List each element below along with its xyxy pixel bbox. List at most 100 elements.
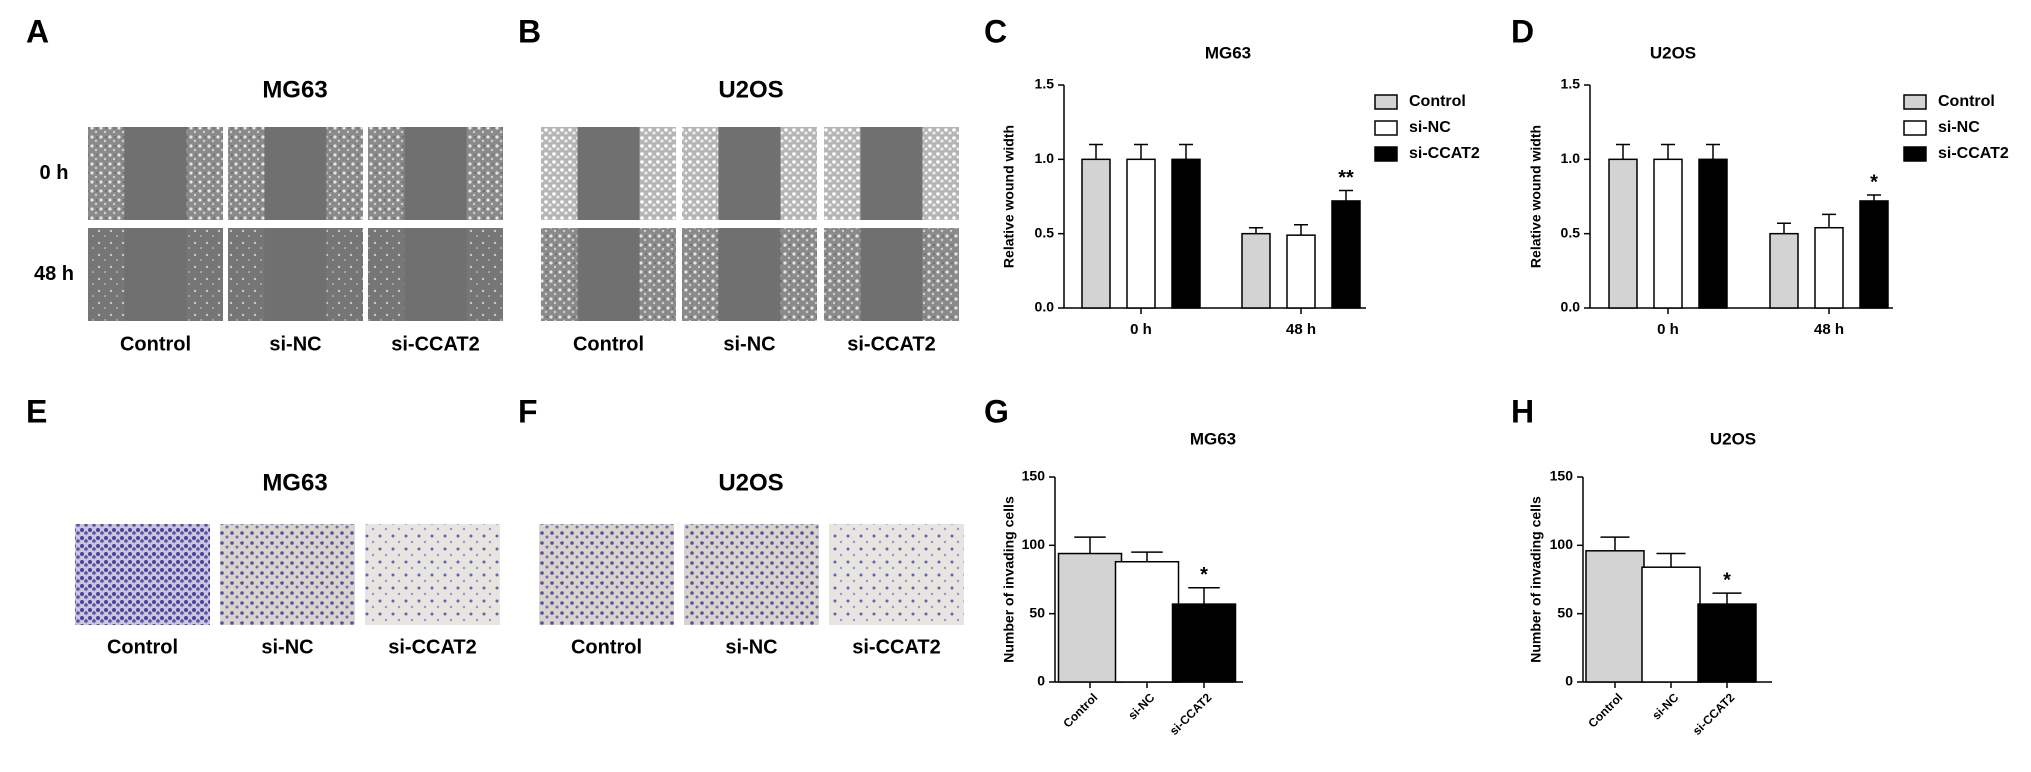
y-axis-label: Number of invading cells (1001, 496, 1017, 663)
y-tick-label: 100 (1550, 536, 1574, 552)
error-bar (1712, 592, 1742, 605)
micrograph-edge (326, 228, 363, 321)
panel-title: MG63 (262, 469, 327, 496)
error-bar (1249, 226, 1263, 234)
micrograph-edge (228, 127, 265, 220)
y-tick-label: 1.5 (1035, 76, 1055, 92)
x-tick-label: 48 h (1814, 321, 1844, 338)
legend-swatch (1903, 146, 1927, 162)
micrograph-edge (368, 228, 405, 321)
panel-letter: C (984, 13, 1007, 49)
micrograph-edge (466, 228, 503, 321)
y-tick-label: 0 (1565, 673, 1573, 689)
y-tick-label: 0 (1037, 673, 1045, 689)
micrograph-edge (88, 127, 125, 220)
bar (1114, 560, 1180, 683)
significance-label: * (1723, 569, 1731, 591)
error-bar (1089, 143, 1103, 160)
panel-title: U2OS (718, 469, 783, 496)
bar (1126, 158, 1156, 309)
chart-title: U2OS (1710, 429, 1756, 448)
legend-label: Control (1938, 93, 1995, 110)
bar (1241, 232, 1271, 309)
column-label: Control (120, 333, 191, 355)
error-bar (1777, 222, 1791, 234)
bar (1641, 566, 1701, 683)
panel-letter: H (1511, 393, 1534, 429)
error-bar (1134, 143, 1148, 160)
error-bar (1867, 194, 1881, 201)
panel-letter: B (518, 13, 541, 49)
micrograph (75, 524, 210, 625)
bar (1697, 603, 1757, 683)
column-label: si-NC (725, 636, 777, 658)
legend-label: si-CCAT2 (1409, 145, 1480, 162)
y-axis-label: Number of invading cells (1528, 496, 1544, 663)
bar (1698, 158, 1728, 309)
micrograph-edge (88, 228, 125, 321)
micrograph-edge (541, 127, 578, 220)
x-tick-label: 0 h (1130, 321, 1152, 338)
y-tick-label: 1.0 (1035, 150, 1055, 166)
x-tick-label: Control (1585, 690, 1625, 730)
error-bar (1188, 586, 1220, 605)
column-label: Control (573, 333, 644, 355)
legend-label: si-CCAT2 (1938, 145, 2009, 162)
micrograph-edge (824, 228, 861, 321)
micrograph-edge (922, 228, 959, 321)
panel-letter: F (518, 393, 538, 429)
micrograph (220, 524, 355, 625)
panel-letter: G (984, 393, 1009, 429)
y-tick-label: 50 (1029, 604, 1045, 620)
column-label: si-NC (269, 333, 321, 355)
column-label: si-CCAT2 (391, 333, 480, 355)
x-tick-label: Control (1060, 690, 1100, 730)
micrograph-edge (541, 228, 578, 321)
error-bar (1822, 213, 1836, 228)
significance-label: * (1200, 564, 1208, 586)
legend-swatch (1903, 94, 1927, 110)
y-tick-label: 0.5 (1561, 224, 1581, 240)
x-tick-label: si-CCAT2 (1167, 690, 1215, 738)
column-label: Control (107, 636, 178, 658)
significance-label: ** (1338, 167, 1354, 189)
bar (1286, 234, 1316, 309)
y-tick-label: 1.0 (1561, 150, 1581, 166)
y-axis-label: Relative wound width (1001, 125, 1017, 268)
row-label: 48 h (34, 263, 74, 285)
bar (1608, 158, 1638, 309)
micrograph-edge (682, 228, 719, 321)
chart-title: U2OS (1650, 43, 1696, 62)
legend-swatch (1374, 146, 1398, 162)
micrograph-edge (186, 228, 223, 321)
bar (1585, 550, 1645, 683)
micrograph-edge (368, 127, 405, 220)
significance-label: * (1870, 171, 1878, 193)
y-tick-label: 1.5 (1561, 76, 1581, 92)
micrograph (829, 524, 964, 625)
error-bar (1294, 223, 1308, 236)
micrograph-edge (326, 127, 363, 220)
micrograph-edge (682, 127, 719, 220)
legend-label: si-NC (1938, 119, 1980, 136)
y-tick-label: 0.0 (1561, 299, 1581, 315)
micrograph-edge (639, 228, 676, 321)
micrograph-edge (824, 127, 861, 220)
chart-title: MG63 (1190, 429, 1236, 448)
panel-title: MG63 (262, 76, 327, 103)
micrograph-edge (922, 127, 959, 220)
chart-title: MG63 (1205, 43, 1251, 62)
row-label: 0 h (40, 162, 69, 184)
error-bar (1656, 552, 1686, 568)
y-axis-label: Relative wound width (1528, 125, 1544, 268)
column-label: si-CCAT2 (388, 636, 477, 658)
bar (1171, 603, 1237, 683)
bar (1331, 200, 1361, 309)
column-label: si-CCAT2 (847, 333, 936, 355)
bar (1081, 158, 1111, 309)
error-bar (1600, 536, 1630, 551)
micrograph (365, 524, 500, 625)
bar (1859, 200, 1889, 309)
micrograph-edge (639, 127, 676, 220)
